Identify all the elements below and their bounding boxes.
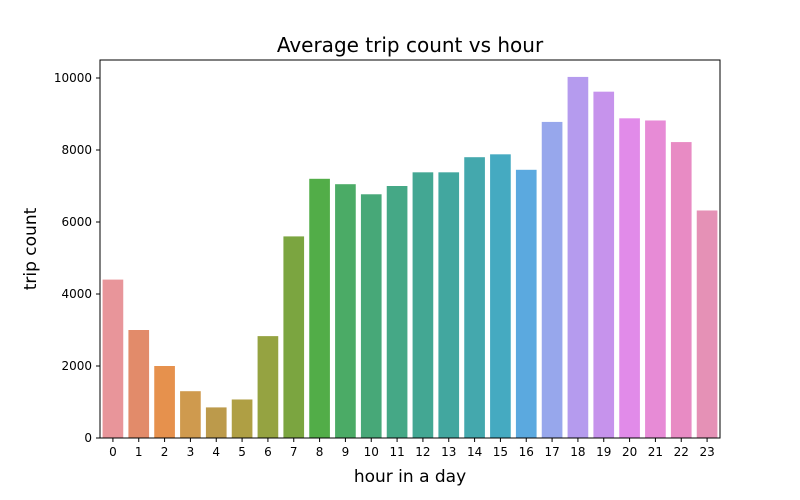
bars: [102, 76, 718, 439]
x-tick-label: 11: [389, 445, 404, 459]
x-tick-label: 10: [364, 445, 379, 459]
y-tick-label: 2000: [61, 359, 92, 373]
bar-hour-15: [490, 154, 511, 438]
bar-hour-10: [360, 194, 382, 438]
x-tick-label: 15: [493, 445, 508, 459]
bar-hour-20: [619, 118, 640, 438]
x-tick-label: 9: [342, 445, 350, 459]
x-tick-label: 5: [238, 445, 246, 459]
y-axis-ticks: 0 2000 4000 6000 8000 10000: [54, 71, 100, 445]
x-tick-label: 21: [648, 445, 663, 459]
bar-hour-8: [309, 178, 330, 439]
x-tick-label: 2: [161, 445, 169, 459]
chart-title: Average trip count vs hour: [277, 33, 544, 57]
bar-hour-17: [541, 121, 563, 439]
x-axis-ticks: 0 1 2 3 4 5 6 7 8 9 10 11 12 13 14 15 16 17 18 19 20 21 22 23: [109, 438, 715, 459]
x-tick-label: 8: [316, 445, 324, 459]
bar-hour-11: [386, 186, 408, 438]
x-tick-label: 1: [135, 445, 143, 459]
x-tick-label: 22: [674, 445, 689, 459]
x-tick-label: 12: [415, 445, 430, 459]
bar-hour-6: [257, 336, 279, 438]
x-axis-label: hour in a day: [354, 467, 466, 487]
bar-hour-4: [205, 407, 227, 438]
x-tick-label: 17: [544, 445, 559, 459]
plot-frame: [99, 59, 721, 439]
bar-hour-16: [515, 169, 537, 439]
bar-hour-19: [593, 91, 615, 439]
bar-hour-0: [102, 279, 124, 438]
x-tick-label: 14: [467, 445, 482, 459]
bar-hour-2: [154, 366, 175, 438]
x-tick-label: 19: [596, 445, 611, 459]
y-tick-label: 10000: [54, 71, 92, 85]
bar-hour-5: [231, 399, 253, 438]
bar-hour-21: [645, 120, 666, 438]
x-tick-label: 4: [212, 445, 220, 459]
bar-hour-22: [670, 142, 692, 438]
x-tick-label: 13: [441, 445, 456, 459]
bar-hour-12: [412, 172, 434, 438]
x-tick-label: 23: [699, 445, 714, 459]
bar-hour-7: [283, 236, 305, 438]
x-tick-label: 6: [264, 445, 272, 459]
y-tick-label: 6000: [61, 215, 92, 229]
x-tick-label: 3: [187, 445, 195, 459]
bar-hour-23: [696, 210, 718, 438]
y-tick-label: 0: [84, 431, 92, 445]
x-tick-label: 7: [290, 445, 298, 459]
x-tick-label: 16: [519, 445, 534, 459]
bar-hour-9: [335, 184, 356, 438]
x-tick-label: 0: [109, 445, 117, 459]
y-axis-label: trip count: [21, 207, 41, 290]
bar-hour-14: [464, 157, 485, 438]
bar-hour-18: [567, 76, 589, 439]
x-tick-label: 18: [570, 445, 585, 459]
x-tick-label: 20: [622, 445, 637, 459]
bar-hour-13: [438, 172, 460, 438]
y-tick-label: 8000: [61, 143, 92, 157]
y-tick-label: 4000: [61, 287, 92, 301]
bar-hour-1: [128, 330, 150, 438]
bar-hour-3: [180, 391, 201, 438]
